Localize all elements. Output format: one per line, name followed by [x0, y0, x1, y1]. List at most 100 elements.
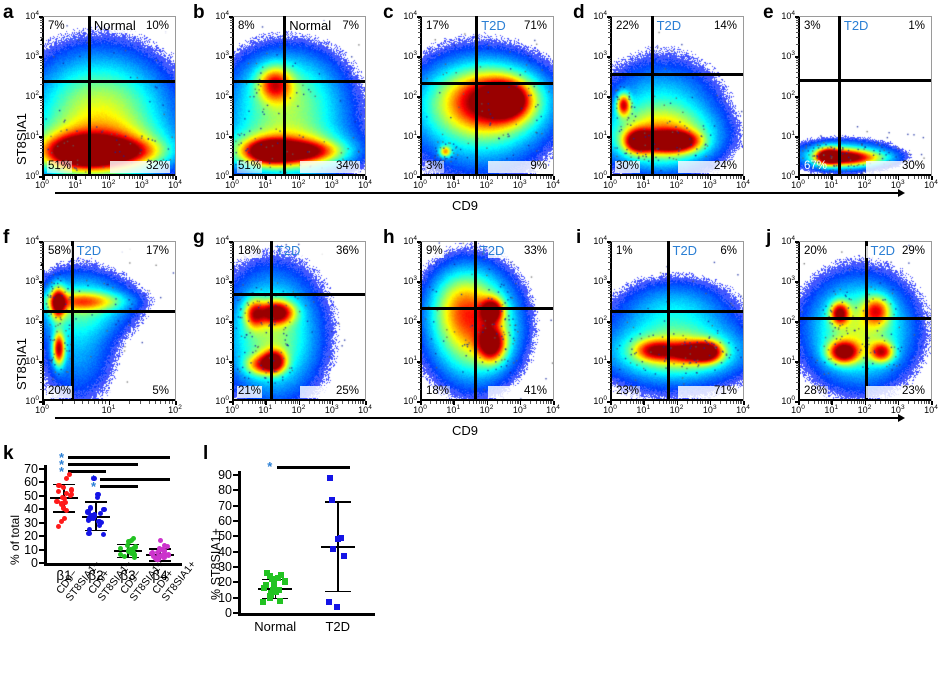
panel-k-data-point: [64, 490, 70, 496]
gate-line-vertical-g[interactable]: [269, 241, 273, 401]
quadrant-label-upper-left-b: 8%: [237, 20, 256, 33]
x-minor-tick-c-3-3: [535, 176, 537, 179]
y-minor-tick-d-2-7: [608, 62, 611, 64]
x-minor-tick-g-3-6: [357, 401, 359, 404]
x-minor-tick-e-1-7: [859, 176, 861, 179]
y-minor-tick-e-1-4: [796, 111, 799, 113]
quadrant-label-lower-right-g: 25%: [300, 385, 360, 398]
y-minor-tick-h-2-8: [418, 284, 421, 286]
gate-line-horizontal-a[interactable]: [42, 80, 175, 83]
gate-line-vertical-i[interactable]: [666, 241, 670, 401]
x-minor-tick-b-1-9: [296, 176, 298, 179]
y-minor-tick-g-0-8: [230, 364, 233, 366]
x-minor-tick-h-0-4: [440, 401, 442, 404]
x-minor-tick-h-2-3: [502, 401, 504, 404]
gate-line-horizontal-b[interactable]: [232, 80, 365, 83]
x-tick-label-g-1: 101: [258, 404, 273, 415]
row2-x-axis-line: [55, 417, 900, 419]
y-tick-label-g-4: 104: [215, 235, 229, 246]
gate-line-vertical-b[interactable]: [283, 16, 287, 176]
gate-line-horizontal-j[interactable]: [798, 317, 931, 320]
gate-line-vertical-a[interactable]: [87, 16, 91, 176]
x-minor-tick-d-0-2: [620, 176, 621, 179]
panel-k-x-label-β3: β3: [120, 568, 136, 583]
y-tick-mark-g-3: [229, 281, 233, 283]
y-minor-tick-j-0-4: [796, 376, 799, 378]
gate-line-vertical-f[interactable]: [70, 241, 74, 401]
x-tick-label-c-3: 103: [512, 179, 527, 190]
x-minor-tick-g-3-9: [363, 401, 365, 404]
x-minor-tick-d-3-2: [719, 176, 721, 179]
x-minor-tick-a-0-6: [67, 176, 69, 179]
gate-line-horizontal-g[interactable]: [232, 293, 365, 296]
y-minor-tick-e-0-5: [796, 148, 799, 150]
x-minor-tick-d-1-8: [673, 176, 675, 179]
x-tick-label-f-1: 101: [101, 404, 116, 415]
panel-k-data-point: [54, 498, 60, 504]
gate-line-horizontal-h[interactable]: [420, 306, 553, 310]
x-minor-tick-j-0-7: [826, 401, 828, 404]
y-minor-tick-f-0-6: [40, 369, 43, 371]
x-minor-tick-d-3-6: [735, 176, 737, 179]
y-minor-tick-g-3-4: [230, 256, 233, 258]
y-tick-label-d-3: 103: [593, 50, 607, 61]
y-minor-tick-c-2-6: [418, 64, 421, 66]
y-minor-tick-d-0-6: [608, 144, 611, 146]
panel-k-data-point: [61, 495, 67, 502]
gate-line-vertical-h[interactable]: [473, 241, 477, 401]
panel-k-data-point: [86, 526, 93, 533]
x-minor-tick-h-0-7: [448, 401, 450, 404]
x-minor-tick-d-3-4: [729, 176, 731, 179]
gate-line-vertical-e[interactable]: [837, 16, 841, 176]
quadrant-label-upper-left-d: 22%: [615, 20, 641, 33]
panel-k-data-point: [87, 505, 94, 511]
x-tick-mark-d-3: [709, 176, 712, 180]
panel-k-x-label-β4: β4: [152, 568, 168, 583]
panel-l-y-tick-5: [233, 535, 238, 538]
x-minor-tick-a-0-7: [70, 176, 72, 179]
gate-line-horizontal-i[interactable]: [610, 309, 743, 313]
panel-letter-f: f: [3, 227, 10, 248]
x-minor-tick-g-0-4: [252, 401, 254, 404]
y-tick-label-e-0: 100: [781, 170, 795, 181]
x-tick-mark-e-4: [931, 176, 933, 180]
x-tick-mark-c-4: [553, 176, 555, 180]
y-tick-label-f-2: 102: [25, 315, 39, 326]
panel-letter-e: e: [763, 2, 774, 23]
x-tick-label-b-1: 101: [258, 179, 273, 190]
y-minor-tick-i-1-8: [608, 324, 611, 326]
quadrant-label-lower-left-b: 51%: [237, 160, 263, 173]
x-minor-tick-c-0-7: [448, 176, 450, 179]
panel-k-y-tick-1: [39, 548, 44, 551]
x-minor-tick-d-0-5: [633, 176, 635, 179]
y-minor-tick-d-2-4: [608, 71, 611, 73]
gate-line-horizontal-e[interactable]: [798, 79, 931, 83]
y-minor-tick-a-0-8: [40, 139, 43, 141]
x-minor-tick-e-2-7: [892, 176, 894, 179]
x-minor-tick-i-3-3: [725, 401, 727, 404]
gate-line-horizontal-d[interactable]: [610, 72, 743, 76]
x-minor-tick-g-0-5: [255, 401, 257, 404]
gate-line-vertical-d[interactable]: [650, 16, 654, 176]
y-minor-tick-b-0-3: [230, 156, 233, 158]
gate-line-horizontal-c[interactable]: [420, 82, 553, 86]
y-minor-tick-d-2-8: [608, 59, 611, 61]
x-tick-mark-h-1: [453, 401, 455, 405]
gate-line-horizontal-f[interactable]: [42, 309, 175, 313]
x-minor-tick-e-0-2: [808, 176, 809, 179]
y-minor-tick-f-3-2: [40, 268, 43, 270]
x-tick-label-e-3: 103: [890, 179, 905, 190]
gate-line-vertical-j[interactable]: [864, 241, 868, 401]
y-minor-tick-i-2-4: [608, 296, 611, 298]
x-minor-tick-b-2-3: [314, 176, 316, 179]
y-minor-tick-e-2-5: [796, 68, 799, 70]
y-minor-tick-e-2-6: [796, 64, 799, 66]
x-minor-tick-h-1-8: [483, 401, 485, 404]
gate-line-vertical-c[interactable]: [475, 16, 479, 176]
y-minor-tick-d-1-8: [608, 99, 611, 101]
panel-letter-b: b: [193, 2, 205, 23]
panel-k-data-point: [125, 542, 131, 549]
y-minor-tick-a-2-4: [40, 71, 43, 73]
flow-panel-i: i: [570, 225, 760, 425]
y-tick-mark-i-1: [607, 361, 611, 363]
